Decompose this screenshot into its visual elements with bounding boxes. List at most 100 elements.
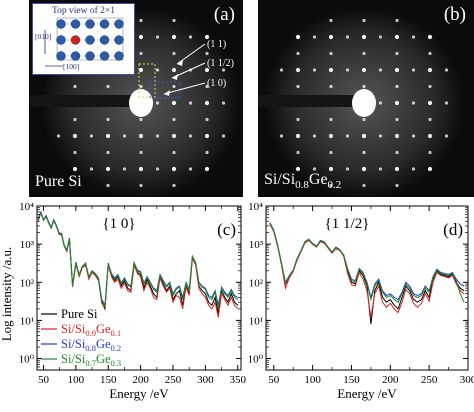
diffraction-spot: [295, 166, 301, 172]
diffraction-spot: [329, 51, 333, 56]
diffraction-spot: [395, 51, 399, 56]
diffraction-spot: [204, 67, 210, 73]
inset-title: Top view of 2×1: [51, 6, 115, 16]
diffraction-spot: [361, 166, 367, 172]
diffraction-spot: [172, 117, 176, 122]
diffraction-spot: [138, 34, 144, 40]
diffraction-spot: [171, 67, 177, 73]
ge-atom: [70, 35, 81, 45]
series-line: [37, 211, 239, 318]
y-tick-label: 10³: [249, 239, 264, 251]
diffraction-spot: [328, 133, 334, 139]
diffraction-spot: [89, 134, 94, 138]
y-tick-label: 10²: [249, 277, 264, 289]
diffraction-spot: [362, 117, 366, 122]
si-atom: [56, 51, 66, 61]
diffraction-spot: [171, 166, 177, 172]
surface-structure-inset: Top view of 2×1 [010] [100]: [32, 3, 135, 75]
diffraction-spot: [427, 34, 433, 40]
legend-entry: Pure Si: [61, 307, 98, 321]
atom-model-diagram: [44, 17, 124, 67]
unit-cell-box-yellow: [138, 63, 156, 98]
diffraction-spot: [204, 34, 210, 40]
diffraction-spot: [394, 100, 400, 106]
series-line: [269, 224, 465, 318]
x-axis-label: Energy /eV: [109, 386, 169, 401]
diffraction-spot: [378, 101, 383, 105]
si-atom: [85, 19, 95, 29]
diffraction-spot: [172, 18, 176, 23]
diffraction-spot: [361, 34, 367, 40]
x-tick-label: 300: [460, 374, 474, 386]
x-axis-label: Energy /eV: [337, 386, 397, 401]
diffraction-spot: [122, 167, 127, 171]
x-tick-label: 150: [100, 374, 117, 386]
diffraction-spot: [155, 167, 160, 171]
diffraction-spot: [296, 84, 300, 89]
diffraction-spot: [362, 150, 366, 155]
plot-title: {1 1/2}: [325, 216, 370, 232]
spot-label: (1 0): [207, 78, 226, 89]
diffraction-spot: [155, 101, 160, 105]
diffraction-spot: [205, 117, 209, 122]
spot-label: (1 1/2): [207, 58, 234, 69]
diffraction-spot: [427, 133, 433, 139]
x-tick-label: 350: [230, 374, 247, 386]
si-atom: [70, 51, 81, 61]
diffraction-spot: [444, 101, 449, 105]
sample-label-main: Si/Si: [264, 170, 296, 188]
diffraction-spot: [411, 101, 416, 105]
x-tick-label: 200: [382, 374, 399, 386]
diffraction-spot: [139, 51, 143, 56]
x-tick-label: 50: [38, 374, 50, 386]
x-tick-label: 150: [343, 374, 360, 386]
diffraction-spot: [188, 101, 193, 105]
diffraction-spot: [444, 68, 449, 72]
diffraction-spot: [329, 84, 333, 89]
y-tick-label: 10²: [20, 277, 35, 289]
diffraction-spot: [204, 166, 210, 172]
y-tick-label: 10⁰: [248, 354, 264, 366]
diffraction-spot: [345, 134, 350, 138]
si-atom: [99, 19, 110, 29]
y-tick-label: 10⁴: [19, 201, 34, 213]
sample-label-mid: Ge: [308, 170, 328, 188]
diffraction-spot: [279, 68, 284, 72]
panel-letter: (d): [443, 220, 463, 239]
diffraction-spot: [394, 67, 400, 73]
diffraction-spot: [395, 18, 399, 23]
legend-entry: Si/Si0.9Ge0.1: [61, 322, 121, 338]
diffraction-spot: [395, 150, 399, 155]
diffraction-spot: [188, 134, 193, 138]
si-atom: [70, 19, 81, 29]
diffraction-spot: [204, 133, 210, 139]
diffraction-spot: [139, 150, 143, 155]
series-line: [37, 210, 239, 314]
y-tick-label: 10¹: [249, 315, 263, 327]
diffraction-spot: [427, 100, 433, 106]
diffraction-spot: [138, 166, 144, 172]
electron-gun-shadow: [29, 95, 135, 107]
series-line: [269, 222, 465, 303]
diffraction-spot: [139, 183, 143, 188]
diffraction-spot: [56, 134, 61, 138]
diffraction-spot: [378, 167, 383, 171]
panel-letter-b: (b): [443, 4, 466, 25]
diffraction-spot: [296, 117, 300, 122]
diffraction-spot: [89, 167, 94, 171]
specular-beam: [129, 89, 153, 117]
diffraction-spot: [73, 117, 77, 122]
diffraction-spot: [72, 133, 78, 139]
si-atom: [114, 35, 124, 45]
diffraction-spot: [378, 134, 383, 138]
spot-arrow-head: [172, 74, 178, 80]
diffraction-spot: [362, 51, 366, 56]
diffraction-spot: [296, 150, 300, 155]
y-tick-label: 10³: [20, 239, 35, 251]
diffraction-spot: [155, 134, 160, 138]
diffraction-spot: [361, 133, 367, 139]
plot-title: {1 0}: [102, 216, 135, 232]
diffraction-spot: [106, 183, 110, 188]
diffraction-spot: [296, 51, 300, 56]
diffraction-spot: [329, 117, 333, 122]
